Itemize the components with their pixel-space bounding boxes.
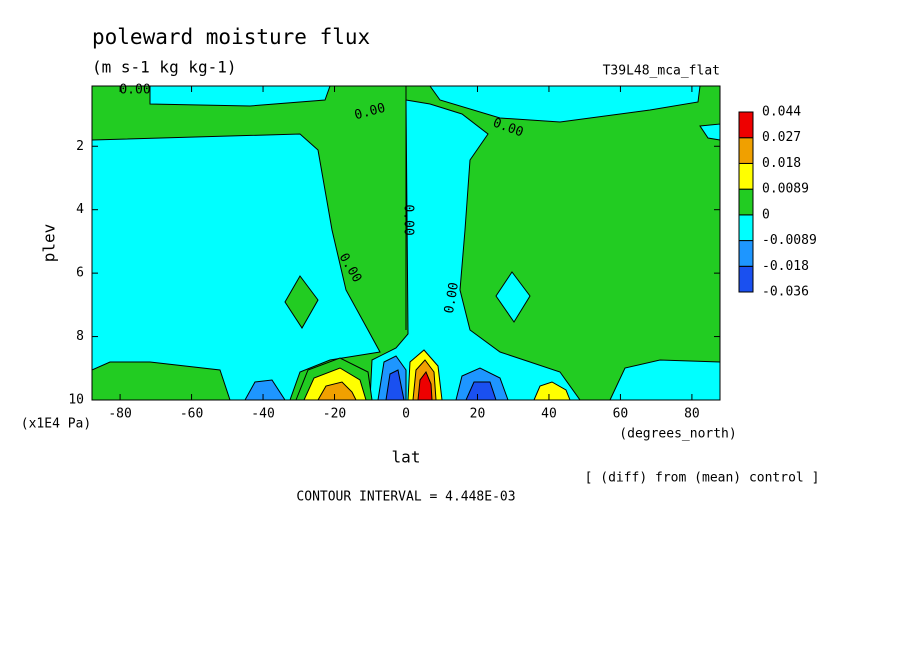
run-label: T39L48_mca_flat — [603, 64, 720, 79]
y-tick-label: 2 — [76, 139, 84, 154]
colorbar-label: -0.036 — [762, 285, 809, 300]
y-unit: (x1E4 Pa) — [21, 417, 91, 432]
colorbar-swatch — [738, 265, 754, 293]
colorbar-label: -0.0089 — [762, 233, 817, 248]
contour-field: 0.00 0.00 0.00 0.00 0.00 0.00 — [91, 83, 721, 401]
contour-region — [284, 275, 319, 329]
x-tick-label: -20 — [323, 407, 346, 422]
colorbar-label: -0.018 — [762, 259, 809, 274]
contour-label: 0.00 — [442, 281, 462, 314]
y-axis-label: plev — [40, 224, 59, 263]
colorbar-label: 0.027 — [762, 130, 801, 145]
x-tick-label: 60 — [613, 407, 629, 422]
colorbar-swatch — [738, 111, 754, 139]
x-tick-label: -80 — [108, 407, 131, 422]
x-tick-label: 80 — [684, 407, 700, 422]
contour-region — [369, 99, 581, 401]
x-tick-label: 0 — [402, 407, 410, 422]
y-tick-label: 10 — [68, 393, 84, 408]
chart-subtitle: (m s-1 kg kg-1) — [92, 58, 237, 77]
colorbar-swatch — [738, 240, 754, 267]
contour-interval: CONTOUR INTERVAL = 4.448E-03 — [296, 490, 515, 505]
colorbar-label: 0 — [762, 207, 770, 222]
y-tick-label: 8 — [76, 329, 84, 344]
x-axis-label: lat — [392, 448, 421, 467]
colorbar-label: 0.0089 — [762, 182, 809, 197]
y-tick-label: 6 — [76, 266, 84, 281]
x-tick-label: -60 — [180, 407, 203, 422]
colorbar-swatch — [738, 214, 754, 242]
contour-region — [429, 85, 701, 123]
x-tick-label: 20 — [470, 407, 486, 422]
note: [ (diff) from (mean) control ] — [585, 471, 820, 486]
contour-label: 0.00 — [401, 204, 416, 235]
x-unit: (degrees_north) — [619, 427, 736, 442]
x-tick-label: 40 — [541, 407, 557, 422]
contour-label: 0.00 — [119, 83, 150, 98]
contour-region — [495, 271, 531, 323]
colorbar-label: 0.018 — [762, 156, 801, 171]
chart-title: poleward moisture flux — [92, 25, 370, 49]
colorbar-swatch — [738, 137, 754, 164]
contour-region — [91, 133, 381, 401]
y-tick-label: 4 — [76, 202, 84, 217]
colorbar-swatch — [738, 162, 754, 190]
x-tick-label: -40 — [251, 407, 274, 422]
colorbar-swatch — [738, 188, 754, 216]
colorbar-label: 0.044 — [762, 105, 801, 120]
